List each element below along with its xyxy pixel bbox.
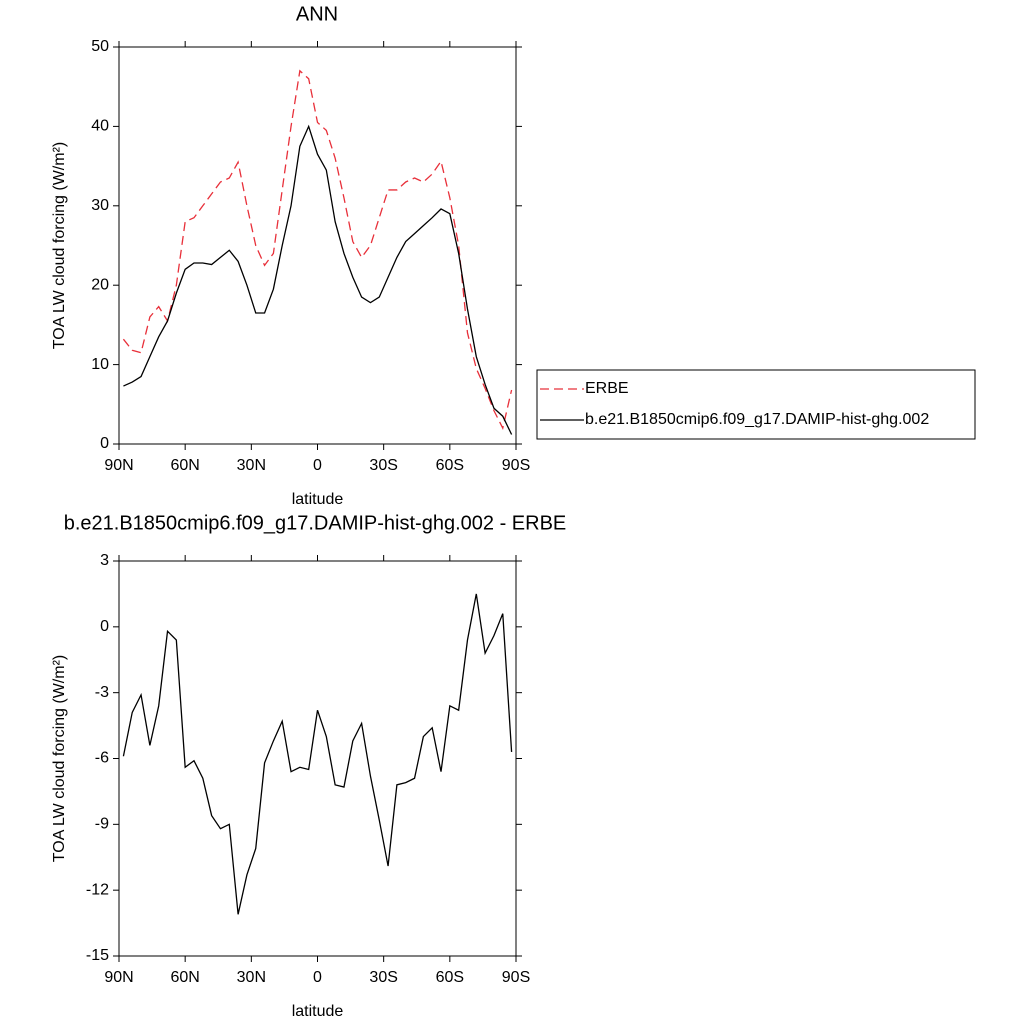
x-tick-label: 90S bbox=[502, 457, 530, 474]
x-axis-label: latitude bbox=[292, 1003, 344, 1020]
x-tick-label: 60N bbox=[170, 457, 199, 474]
y-axis-label: TOA LW cloud forcing (W/m²) bbox=[51, 655, 68, 862]
chart-title: ANN bbox=[296, 3, 338, 25]
y-tick-label: -9 bbox=[95, 816, 109, 833]
y-tick-label: -6 bbox=[95, 750, 109, 767]
x-tick-label: 90N bbox=[104, 457, 133, 474]
legend-box bbox=[536, 369, 976, 440]
plot-frame bbox=[118, 560, 517, 957]
x-tick-label: 30N bbox=[237, 457, 266, 474]
x-tick-label: 90S bbox=[502, 969, 530, 986]
y-tick-label: -3 bbox=[95, 684, 109, 701]
y-tick-label: 50 bbox=[91, 38, 109, 55]
chart-title: b.e21.B1850cmip6.f09_g17.DAMIP-hist-ghg.… bbox=[64, 512, 567, 534]
legend-label: b.e21.B1850cmip6.f09_g17.DAMIP-hist-ghg.… bbox=[585, 411, 929, 428]
x-axis-label: latitude bbox=[292, 491, 344, 508]
x-tick-label: 30N bbox=[237, 969, 266, 986]
y-axis-label: TOA LW cloud forcing (W/m²) bbox=[51, 142, 68, 349]
legend-label: ERBE bbox=[585, 380, 629, 397]
x-tick-label: 30S bbox=[369, 457, 397, 474]
x-tick-label: 60S bbox=[436, 457, 464, 474]
y-tick-label: 0 bbox=[100, 435, 109, 452]
x-tick-label: 0 bbox=[313, 969, 322, 986]
data-line bbox=[122, 593, 513, 915]
y-tick-label: -12 bbox=[86, 881, 109, 898]
y-tick-label: 30 bbox=[91, 197, 109, 214]
x-tick-label: 0 bbox=[313, 457, 322, 474]
data-line bbox=[122, 69, 513, 431]
data-line bbox=[123, 124, 513, 435]
x-tick-label: 30S bbox=[369, 969, 397, 986]
y-tick-label: 20 bbox=[91, 276, 109, 293]
x-tick-label: 60N bbox=[170, 969, 199, 986]
y-tick-label: 10 bbox=[91, 356, 109, 373]
x-tick-label: 90N bbox=[104, 969, 133, 986]
y-tick-label: 3 bbox=[100, 552, 109, 569]
y-tick-label: 40 bbox=[91, 118, 109, 135]
y-tick-label: -15 bbox=[86, 947, 109, 964]
y-tick-label: 0 bbox=[100, 618, 109, 635]
x-tick-label: 60S bbox=[436, 969, 464, 986]
